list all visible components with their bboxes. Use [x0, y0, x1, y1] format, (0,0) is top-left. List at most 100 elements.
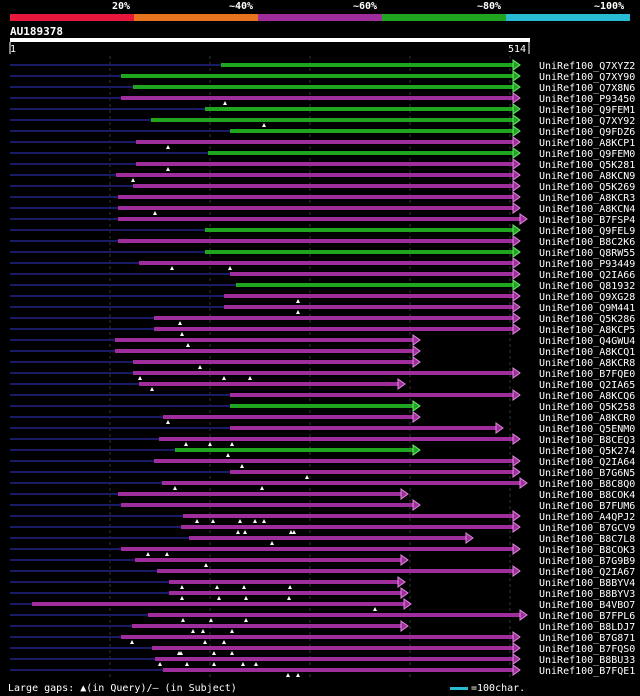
hit-row[interactable]: UniRef100_B8CEQ3 [10, 433, 635, 446]
hit-label[interactable]: UniRef100_A8KCR8 [539, 358, 635, 369]
hit-label[interactable]: UniRef100_Q5K286 [539, 314, 635, 325]
hit-label[interactable]: UniRef100_Q8RW55 [539, 248, 635, 259]
hit-row[interactable]: UniRef100_Q9FEM1 [10, 103, 635, 116]
hit-row[interactable]: UniRef100_A8KCN4 [10, 202, 635, 215]
hit-row[interactable]: UniRef100_Q5K269 [10, 180, 635, 193]
hit-label[interactable]: UniRef100_B8BYV4 [539, 578, 635, 589]
hit-row[interactable]: UniRef100_Q5ENM0 [10, 422, 635, 435]
hit-label[interactable]: UniRef100_B8LDJ7 [539, 622, 635, 633]
hit-row[interactable]: UniRef100_A8KCP1 [10, 136, 635, 149]
hit-label[interactable]: UniRef100_Q7XY90 [539, 72, 635, 83]
hit-label[interactable]: UniRef100_B8BYV3 [539, 589, 635, 600]
hit-row[interactable]: UniRef100_Q2IA64 [10, 455, 635, 468]
hit-row[interactable]: UniRef100_Q5K281 [10, 158, 635, 171]
hit-label[interactable]: UniRef100_B8C2K6 [539, 237, 635, 248]
hit-row[interactable]: UniRef100_A8KCP5 [10, 323, 635, 336]
hit-row[interactable]: UniRef100_A8KCQ1 [10, 345, 635, 358]
hit-row[interactable]: UniRef100_Q9FEM0 [10, 147, 635, 160]
hit-label[interactable]: UniRef100_Q2IA64 [539, 457, 635, 468]
hit-label[interactable]: UniRef100_Q5K274 [539, 446, 635, 457]
hit-row[interactable]: UniRef100_A4QPJ2 [10, 510, 635, 523]
hit-label[interactable]: UniRef100_B7FPL6 [539, 611, 635, 622]
hit-label[interactable]: UniRef100_P93449 [539, 259, 635, 270]
hit-row[interactable]: UniRef100_Q2IA67 [10, 565, 635, 578]
hit-row[interactable]: UniRef100_B8BYV3 [10, 587, 635, 600]
hit-row[interactable]: UniRef100_Q9M441 [10, 301, 635, 314]
hit-row[interactable]: UniRef100_B8BYV4 [10, 576, 635, 589]
hit-label[interactable]: UniRef100_Q9FDZ6 [539, 127, 635, 138]
hit-label[interactable]: UniRef100_A4QPJ2 [539, 512, 635, 523]
hit-row[interactable]: UniRef100_Q7XY92 [10, 114, 635, 127]
hit-label[interactable]: UniRef100_A8KCQ6 [539, 391, 635, 402]
hit-label[interactable]: UniRef100_Q5K258 [539, 402, 635, 413]
hit-row[interactable]: UniRef100_B7GCV9 [10, 521, 635, 534]
hit-label[interactable]: UniRef100_Q9FEM0 [539, 149, 635, 160]
hit-label[interactable]: UniRef100_Q7XYZ2 [539, 61, 635, 72]
hit-row[interactable]: UniRef100_B7FUM6 [10, 499, 635, 512]
hit-row[interactable]: UniRef100_Q5K274 [10, 444, 635, 457]
hit-row[interactable]: UniRef100_A8KCR3 [10, 191, 635, 204]
hit-label[interactable]: UniRef100_P93450 [539, 94, 635, 105]
hit-row[interactable]: UniRef100_B8C7L8 [10, 532, 635, 545]
hit-label[interactable]: UniRef100_Q5K269 [539, 182, 635, 193]
hit-row[interactable]: UniRef100_Q8RW55 [10, 246, 635, 259]
hit-row[interactable]: UniRef100_Q7XY90 [10, 70, 635, 83]
hit-label[interactable]: UniRef100_A8KCN4 [539, 204, 635, 215]
hit-row[interactable]: UniRef100_Q9FDZ6 [10, 125, 635, 138]
hit-row[interactable]: UniRef100_Q5K286 [10, 312, 635, 325]
hit-row[interactable]: UniRef100_B7G9B9 [10, 554, 635, 567]
hit-row[interactable]: UniRef100_B4VBO7 [10, 598, 635, 611]
hit-row[interactable]: UniRef100_B7FPL6 [10, 609, 635, 622]
hit-row[interactable]: UniRef100_P93449 [10, 257, 635, 270]
hit-label[interactable]: UniRef100_Q9XG28 [539, 292, 635, 303]
hit-row[interactable]: UniRef100_B7G6N5 [10, 466, 635, 479]
hit-label[interactable]: UniRef100_Q2IA65 [539, 380, 635, 391]
hit-row[interactable]: UniRef100_Q9FEL9 [10, 224, 635, 237]
hit-label[interactable]: UniRef100_Q5ENM0 [539, 424, 635, 435]
hit-row[interactable]: UniRef100_B8COK3 [10, 543, 635, 556]
hit-label[interactable]: UniRef100_A8KCP1 [539, 138, 635, 149]
hit-label[interactable]: UniRef100_B7FQE1 [539, 666, 635, 677]
hit-label[interactable]: UniRef100_A8KCR3 [539, 193, 635, 204]
hit-row[interactable]: UniRef100_Q81932 [10, 279, 635, 292]
hit-label[interactable]: UniRef100_A8KCQ1 [539, 347, 635, 358]
hit-row[interactable]: UniRef100_B7FQS0 [10, 642, 635, 655]
hit-label[interactable]: UniRef100_B8BU33 [539, 655, 635, 666]
hit-label[interactable]: UniRef100_B7G6N5 [539, 468, 635, 479]
hit-label[interactable]: UniRef100_Q2IA67 [539, 567, 635, 578]
hit-label[interactable]: UniRef100_B7FQE0 [539, 369, 635, 380]
hit-row[interactable]: UniRef100_Q5K258 [10, 400, 635, 413]
hit-label[interactable]: UniRef100_Q2IA66 [539, 270, 635, 281]
hit-label[interactable]: UniRef100_A8KCP5 [539, 325, 635, 336]
hit-label[interactable]: UniRef100_B7FSP4 [539, 215, 635, 226]
hit-label[interactable]: UniRef100_Q9FEL9 [539, 226, 635, 237]
hit-label[interactable]: UniRef100_B7FUM6 [539, 501, 635, 512]
hit-row[interactable]: UniRef100_Q7X8N6 [10, 81, 635, 94]
hit-row[interactable]: UniRef100_B7FQE1 [10, 664, 635, 677]
hit-row[interactable]: UniRef100_B8C8Q0 [10, 477, 635, 490]
hit-label[interactable]: UniRef100_B8COK4 [539, 490, 635, 501]
hit-row[interactable]: UniRef100_B7G871 [10, 631, 635, 644]
hit-row[interactable]: UniRef100_B8BU33 [10, 653, 635, 666]
hit-label[interactable]: UniRef100_Q7X8N6 [539, 83, 635, 94]
hit-label[interactable]: UniRef100_Q81932 [539, 281, 635, 292]
hit-label[interactable]: UniRef100_B8C8Q0 [539, 479, 635, 490]
hit-row[interactable]: UniRef100_A8KCR8 [10, 356, 635, 369]
hit-row[interactable]: UniRef100_B7FQE0 [10, 367, 635, 380]
hit-label[interactable]: UniRef100_B7G871 [539, 633, 635, 644]
hit-label[interactable]: UniRef100_B8C7L8 [539, 534, 635, 545]
hit-label[interactable]: UniRef100_B7GCV9 [539, 523, 635, 534]
hit-row[interactable]: UniRef100_Q4GWU4 [10, 334, 635, 347]
hit-row[interactable]: UniRef100_A8KCN9 [10, 169, 635, 182]
hit-label[interactable]: UniRef100_B8COK3 [539, 545, 635, 556]
hit-label[interactable]: UniRef100_Q7XY92 [539, 116, 635, 127]
hit-label[interactable]: UniRef100_A8KCN9 [539, 171, 635, 182]
hit-label[interactable]: UniRef100_A8KCR0 [539, 413, 635, 424]
hit-label[interactable]: UniRef100_Q4GWU4 [539, 336, 635, 347]
hit-label[interactable]: UniRef100_B4VBO7 [539, 600, 635, 611]
hit-row[interactable]: UniRef100_Q9XG28 [10, 290, 635, 303]
hit-row[interactable]: UniRef100_Q2IA65 [10, 378, 635, 391]
hit-label[interactable]: UniRef100_Q9M441 [539, 303, 635, 314]
hit-row[interactable]: UniRef100_A8KCQ6 [10, 389, 635, 402]
hit-row[interactable]: UniRef100_B8C2K6 [10, 235, 635, 248]
